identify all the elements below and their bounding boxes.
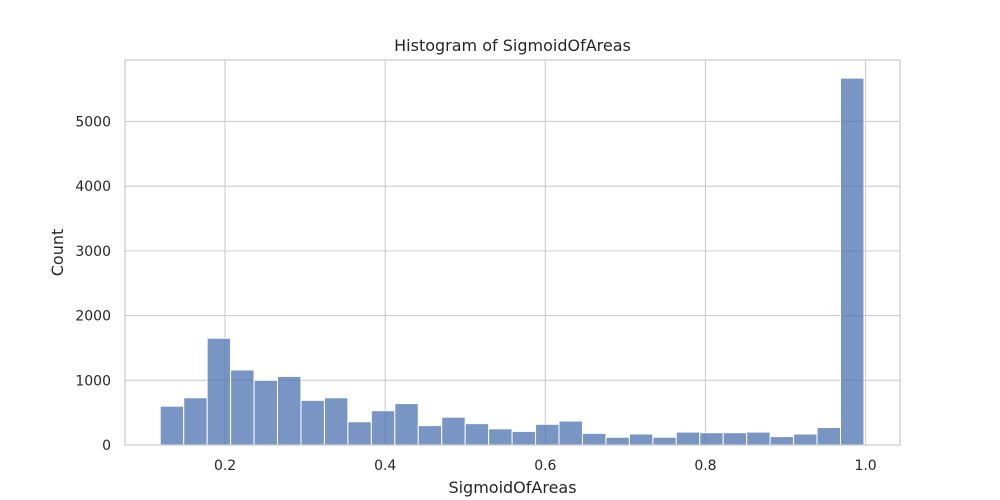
histogram-bar [652,436,677,446]
histogram-bar [394,403,419,446]
x-tick-label: 1.0 [854,458,876,474]
y-tick-label: 1000 [75,373,111,389]
histogram-bar [253,379,279,446]
histogram-bar [347,421,372,446]
histogram-bar [816,427,842,446]
histogram-bar [628,433,654,446]
histogram-bar [323,397,349,446]
histogram-bar [300,399,325,446]
histogram-bar [769,436,795,446]
histogram-bar [605,436,630,446]
histogram-bar [230,369,255,446]
histogram-bar [441,416,466,446]
y-axis-label: Count [48,229,67,277]
histogram-bar [746,431,771,446]
y-tick-label: 4000 [75,179,111,195]
histogram-bar [558,420,583,446]
histogram-bar [464,423,490,446]
y-tick-label: 2000 [75,309,111,325]
x-tick-label: 0.4 [374,458,396,474]
y-tick-label: 0 [102,438,111,454]
y-axis-ticks: 0 1000 2000 3000 4000 5000 [75,114,111,454]
y-tick-label: 3000 [75,244,111,260]
histogram-bar [488,428,513,446]
x-axis-label: SigmoidOfAreas [448,478,576,497]
x-tick-label: 0.8 [694,458,716,474]
y-tick-label: 5000 [75,114,111,130]
plot-frame [124,59,901,446]
histogram-bar [581,432,607,446]
histogram-bar [183,397,208,446]
histogram-bar [417,425,443,446]
x-tick-label: 0.2 [214,458,236,474]
x-axis-ticks: 0.2 0.4 0.6 0.8 1.0 [214,458,877,474]
histogram-bar [511,430,537,446]
histogram-bar [722,432,748,446]
histogram-bar [535,423,560,446]
histogram-bars [159,77,865,446]
histogram-bar [699,432,724,446]
histogram-bar [840,77,865,446]
histogram-bar [206,337,232,446]
histogram-bar [159,405,185,446]
histogram-bar [793,433,818,446]
histogram-bar [370,410,396,446]
histogram-bar [675,431,701,446]
histogram-bar [277,375,302,446]
x-tick-label: 0.6 [534,458,556,474]
chart-title: Histogram of SigmoidOfAreas [394,36,631,55]
